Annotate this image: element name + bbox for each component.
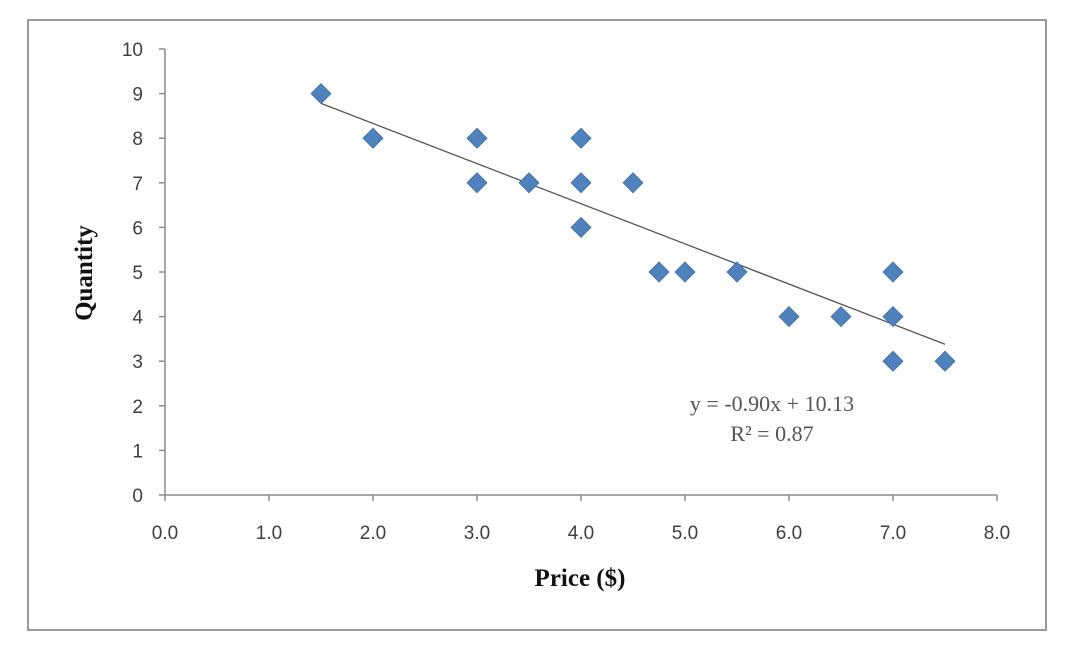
x-tick-label: 4.0 <box>568 523 594 544</box>
x-tick-label: 0.0 <box>152 523 178 544</box>
scatter-point <box>882 261 904 283</box>
scatter-point <box>518 172 540 194</box>
scatter-point <box>362 127 384 149</box>
scatter-point <box>830 306 852 328</box>
scatter-point <box>882 306 904 328</box>
x-tick-label: 6.0 <box>776 523 802 544</box>
scatter-point <box>674 261 696 283</box>
x-tick-label: 7.0 <box>880 523 906 544</box>
scatter-point <box>310 83 332 105</box>
y-tick-label: 2 <box>132 397 143 418</box>
x-tick-label: 1.0 <box>256 523 282 544</box>
scatter-point <box>622 172 644 194</box>
y-tick-label: 8 <box>132 129 143 150</box>
y-tick-label: 10 <box>122 40 143 61</box>
y-tick-label: 5 <box>132 263 143 284</box>
y-axis-ticks: 0 1 2 3 4 5 6 7 8 9 10 <box>122 40 165 507</box>
y-tick-label: 0 <box>132 486 143 507</box>
scatter-point <box>726 261 748 283</box>
scatter-point <box>648 261 670 283</box>
data-points <box>310 83 956 372</box>
trendline-r-squared: R² = 0.87 <box>730 421 813 446</box>
y-tick-label: 1 <box>132 441 143 462</box>
scatter-point <box>466 127 488 149</box>
scatter-point <box>570 127 592 149</box>
scatter-point <box>570 216 592 238</box>
trendline-group <box>320 102 946 345</box>
x-tick-label: 8.0 <box>984 523 1010 544</box>
y-tick-label: 4 <box>132 308 143 329</box>
scatter-point <box>570 172 592 194</box>
x-tick-label: 5.0 <box>672 523 698 544</box>
trendline <box>320 102 946 345</box>
trendline-equation: y = -0.90x + 10.13 <box>690 391 854 416</box>
scatter-point <box>882 350 904 372</box>
chart-border <box>27 19 1047 631</box>
x-axis-title: Price ($) <box>535 565 626 592</box>
y-tick-label: 3 <box>132 352 143 373</box>
x-tick-label: 2.0 <box>360 523 386 544</box>
y-axis-title: Quantity <box>71 225 98 321</box>
scatter-point <box>778 306 800 328</box>
x-tick-label: 3.0 <box>464 523 490 544</box>
y-tick-label: 7 <box>132 174 143 195</box>
scatter-point <box>934 350 956 372</box>
y-tick-label: 6 <box>132 218 143 239</box>
scatter-point <box>466 172 488 194</box>
y-tick-label: 9 <box>132 85 143 106</box>
x-axis-ticks: 0.0 1.0 2.0 3.0 4.0 5.0 6.0 7.0 8.0 <box>152 495 1010 544</box>
